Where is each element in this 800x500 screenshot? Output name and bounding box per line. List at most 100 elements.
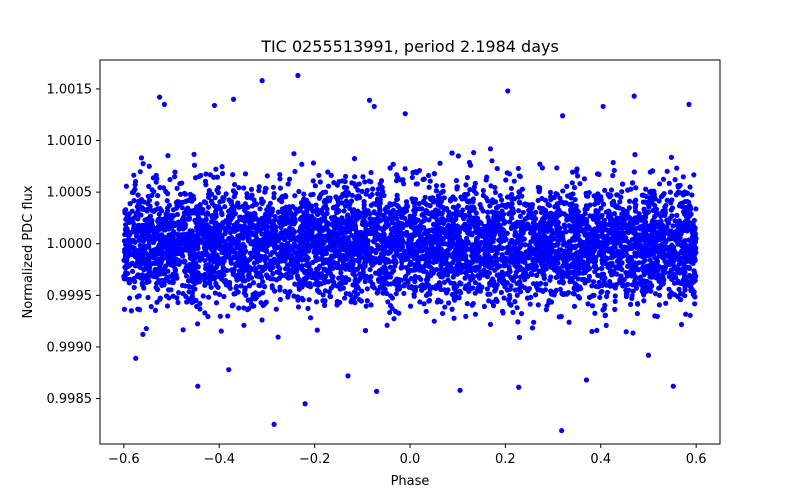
data-point <box>479 259 485 265</box>
data-point <box>618 194 624 200</box>
data-point <box>357 271 363 277</box>
data-point <box>218 328 224 334</box>
data-point <box>514 280 520 287</box>
data-point <box>135 192 141 198</box>
data-point <box>147 251 154 257</box>
data-point <box>442 304 448 310</box>
data-point <box>539 165 545 171</box>
data-point <box>191 286 197 292</box>
data-point <box>660 281 666 287</box>
data-point <box>582 240 588 246</box>
data-point <box>636 260 642 266</box>
data-point <box>656 285 662 291</box>
data-point <box>352 174 358 180</box>
data-point <box>632 252 639 258</box>
data-point <box>422 194 428 200</box>
data-point <box>219 170 226 177</box>
data-point <box>329 235 335 241</box>
data-point <box>134 294 140 300</box>
data-point <box>167 176 173 183</box>
data-point <box>226 214 232 220</box>
data-point <box>389 295 395 301</box>
data-point <box>277 176 283 182</box>
data-point <box>602 312 609 318</box>
data-point <box>303 197 310 203</box>
data-point <box>343 235 349 241</box>
data-point <box>150 233 156 239</box>
data-point <box>648 233 654 239</box>
data-point <box>423 292 430 299</box>
data-point <box>410 170 416 176</box>
data-point <box>149 187 155 193</box>
data-point <box>632 220 638 226</box>
data-point <box>517 213 523 219</box>
data-point <box>157 184 163 191</box>
data-point <box>693 206 699 212</box>
data-point <box>586 224 592 230</box>
data-point <box>235 200 241 206</box>
data-point <box>647 257 653 263</box>
data-point <box>595 272 601 278</box>
data-point <box>390 161 396 167</box>
data-point <box>513 273 519 280</box>
data-point <box>532 292 539 298</box>
data-point <box>559 275 565 281</box>
data-point <box>197 257 203 263</box>
data-point <box>277 171 283 178</box>
data-point <box>678 291 684 297</box>
data-point <box>687 206 694 212</box>
data-point <box>129 268 136 275</box>
data-point <box>597 226 603 233</box>
data-point <box>176 290 182 296</box>
data-point <box>320 260 327 266</box>
data-point <box>174 211 181 218</box>
data-point <box>490 262 496 268</box>
data-point <box>301 210 307 216</box>
data-point <box>322 288 328 294</box>
data-point <box>575 173 581 179</box>
data-point <box>457 237 463 243</box>
data-point <box>594 327 600 334</box>
data-point <box>466 198 473 204</box>
data-point <box>235 289 241 295</box>
data-point <box>515 208 522 214</box>
data-point <box>668 154 675 160</box>
data-point <box>644 278 650 284</box>
data-point <box>245 297 251 303</box>
data-point <box>582 210 588 217</box>
data-point <box>184 299 190 305</box>
data-point <box>564 183 570 189</box>
data-point <box>326 231 332 237</box>
data-point <box>610 172 616 179</box>
data-point <box>157 296 163 302</box>
data-point <box>195 204 201 210</box>
data-point <box>437 160 443 166</box>
data-point <box>642 257 648 264</box>
data-point <box>583 203 589 209</box>
data-point <box>191 151 197 157</box>
data-point <box>264 173 270 179</box>
data-point <box>586 265 593 272</box>
data-point <box>574 213 580 219</box>
data-point <box>507 269 513 275</box>
data-point <box>292 168 298 175</box>
data-point <box>464 300 470 307</box>
data-point <box>409 174 415 181</box>
data-point <box>387 209 394 215</box>
data-point <box>271 190 277 197</box>
data-point <box>472 311 479 317</box>
data-point <box>291 151 297 157</box>
data-point <box>320 298 326 304</box>
data-point <box>497 193 503 199</box>
data-point <box>353 183 359 190</box>
data-point <box>227 244 234 250</box>
data-point <box>524 223 530 229</box>
data-point <box>477 247 483 253</box>
data-point <box>205 313 211 320</box>
data-point <box>384 322 390 328</box>
data-point <box>341 208 347 214</box>
data-point <box>230 271 236 277</box>
data-point <box>274 269 280 275</box>
data-point <box>420 176 426 183</box>
data-point <box>137 248 143 254</box>
